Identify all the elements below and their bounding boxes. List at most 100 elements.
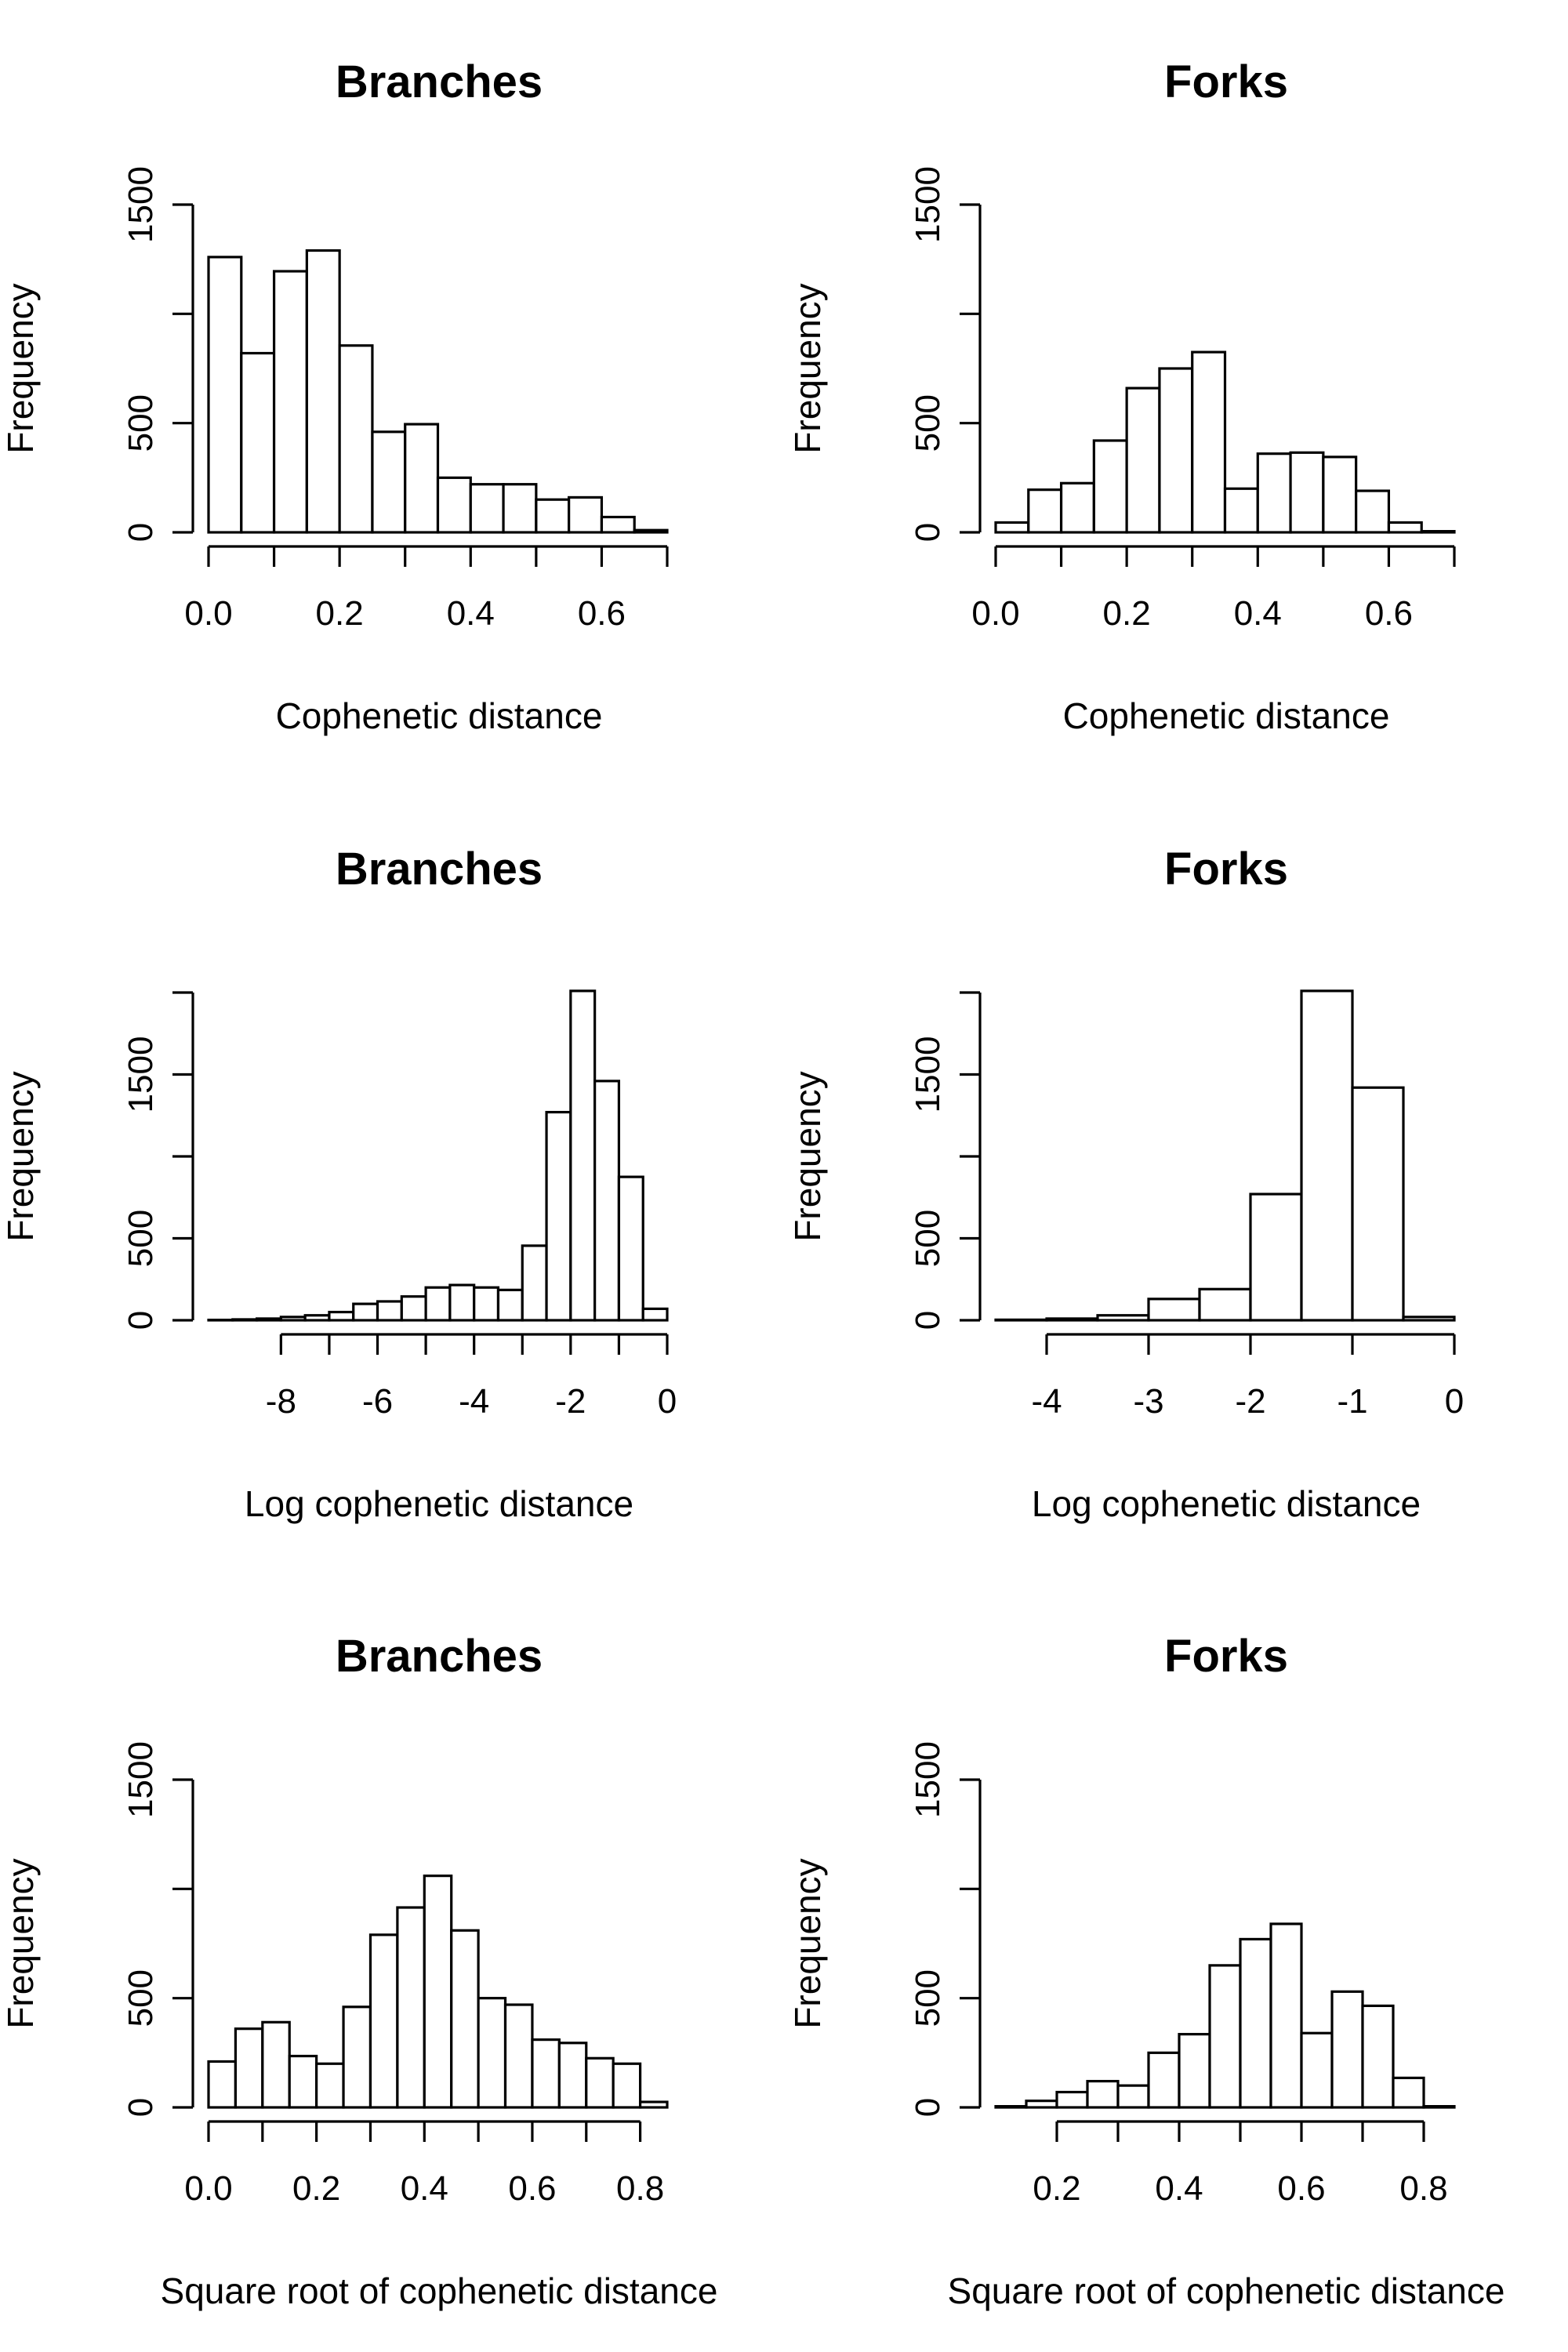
histogram-bar (1289, 451, 1325, 534)
y-tick-label: 500 (909, 1969, 947, 2027)
histogram-bar (593, 1080, 621, 1322)
x-tick-label: -4 (459, 1382, 489, 1421)
x-tick-label: 0.0 (184, 594, 232, 633)
x-tick-label: -4 (1031, 1382, 1062, 1421)
histogram-bar (535, 498, 571, 534)
histogram-bar (473, 1286, 500, 1322)
histogram-bar (1256, 452, 1292, 534)
histogram-bar (1045, 1317, 1099, 1322)
histogram-bar (371, 430, 407, 534)
histogram-bar (1025, 2100, 1058, 2109)
histogram-bar (1116, 2084, 1150, 2109)
y-tick-label: 500 (909, 1210, 947, 1267)
histogram-bar (423, 1875, 453, 2109)
x-axis-title: Log cophenetic distance (245, 1483, 633, 1524)
histogram-bar (1269, 1922, 1303, 2109)
x-tick-label: 0.2 (1033, 2169, 1080, 2208)
y-tick-label: 500 (122, 1969, 160, 2027)
histogram-bar (1223, 487, 1259, 534)
x-tick-label: -2 (1235, 1382, 1265, 1421)
y-tick-label: 500 (122, 394, 160, 452)
histogram-bar (1208, 1964, 1242, 2109)
x-tick-label: 0.6 (508, 2169, 556, 2208)
histogram-bar (207, 256, 243, 534)
histogram-bar (1191, 350, 1227, 534)
histogram-bar (315, 2062, 345, 2109)
histogram-bar (1355, 489, 1391, 534)
histogram-bar (342, 2005, 372, 2109)
histogram-bar (328, 1310, 355, 1322)
y-tick-label: 0 (122, 2098, 160, 2117)
histogram-bar (1330, 1990, 1364, 2109)
histogram-bar (288, 2054, 318, 2109)
x-axis-title: Log cophenetic distance (1032, 1483, 1421, 1524)
x-tick-label: 0.2 (316, 594, 364, 633)
histogram-panel-3: Branches 0 500 1500 -8 -6 -4 -2 0 Log cophenetic … (0, 844, 677, 1524)
x-axis-title: Cophenetic distance (1063, 695, 1390, 736)
x-axis-title: Cophenetic distance (276, 695, 603, 736)
y-tick-label: 0 (909, 1311, 947, 1330)
histogram-bar (1147, 1298, 1201, 1322)
chart-title: Forks (1164, 844, 1288, 895)
histogram-panel-2: Forks 0 500 1500 0.0 0.2 0.4 0.6 Cophenetic dist… (787, 56, 1456, 736)
y-tick-label: 0 (909, 523, 947, 542)
y-tick-label: 1500 (909, 166, 947, 243)
x-tick-label: 0.6 (1277, 2169, 1325, 2208)
histogram-bar (994, 521, 1030, 534)
x-tick-label: 0.0 (184, 2169, 232, 2208)
histogram-bar (272, 270, 308, 534)
histogram-panel-4: Forks 0 500 1500 -4 -3 -2 -1 0 Log cophenetic dis… (787, 844, 1464, 1524)
chart-title: Branches (336, 844, 543, 895)
histogram-bar (396, 1906, 426, 2109)
y-axis-title: Frequency (0, 283, 41, 453)
histogram-bar (1361, 2004, 1395, 2109)
x-tick-label: 0.8 (1399, 2169, 1447, 2208)
y-tick-label: 500 (122, 1210, 160, 1267)
histogram-bar (1392, 2076, 1425, 2109)
x-tick-label: -3 (1133, 1382, 1163, 1421)
histogram-bar (231, 1318, 259, 1322)
x-tick-label: 0.4 (447, 594, 495, 633)
y-tick-label: 0 (122, 1311, 160, 1330)
x-tick-label: 0.4 (1234, 594, 1282, 633)
x-tick-label: 0 (1445, 1382, 1464, 1421)
histogram-panel-5: Branches 0 500 1500 0.0 0.2 0.4 0.6 0.8 Square ro… (0, 1631, 717, 2311)
histogram-bar (545, 1110, 572, 1322)
chart-title: Branches (336, 56, 543, 107)
y-tick-label: 1500 (909, 1036, 947, 1113)
histogram-bar (1059, 481, 1095, 534)
x-axis-title: Square root of cophenetic distance (161, 2270, 718, 2311)
histogram-bar (1300, 989, 1354, 1322)
x-axis-title: Square root of cophenetic distance (948, 2270, 1505, 2311)
y-tick-label: 0 (909, 2098, 947, 2117)
histogram-bar (305, 249, 341, 534)
histogram-bar (1322, 456, 1358, 534)
histogram-bar (424, 1286, 452, 1322)
x-tick-label: -8 (266, 1382, 296, 1421)
histogram-bar (450, 1929, 480, 2109)
histogram-bar (448, 1283, 476, 1322)
histogram-bar (368, 1933, 399, 2109)
histogram-bar (638, 2100, 669, 2109)
chart-title: Forks (1164, 56, 1288, 107)
histogram-bar (240, 351, 276, 534)
histogram-bar (617, 1175, 644, 1322)
x-tick-label: -2 (555, 1382, 586, 1421)
histogram-bar (400, 1295, 427, 1322)
histogram-bar (496, 1288, 524, 1322)
y-axis-title: Frequency (0, 1858, 41, 2028)
histogram-bar (1147, 2051, 1181, 2109)
histogram-bar (303, 1314, 331, 1322)
histogram-bar (255, 1317, 282, 1322)
histogram-bar (338, 344, 374, 534)
x-tick-label: 0 (658, 1382, 677, 1421)
histogram-bar (279, 1316, 307, 1322)
chart-title: Forks (1164, 1631, 1288, 1682)
histogram-bar (1387, 521, 1423, 534)
chart-title: Branches (336, 1631, 543, 1682)
x-tick-label: 0.6 (1365, 594, 1413, 633)
histogram-bar (1158, 367, 1194, 534)
histogram-bar (1086, 2079, 1120, 2109)
y-tick-label: 500 (909, 394, 947, 452)
